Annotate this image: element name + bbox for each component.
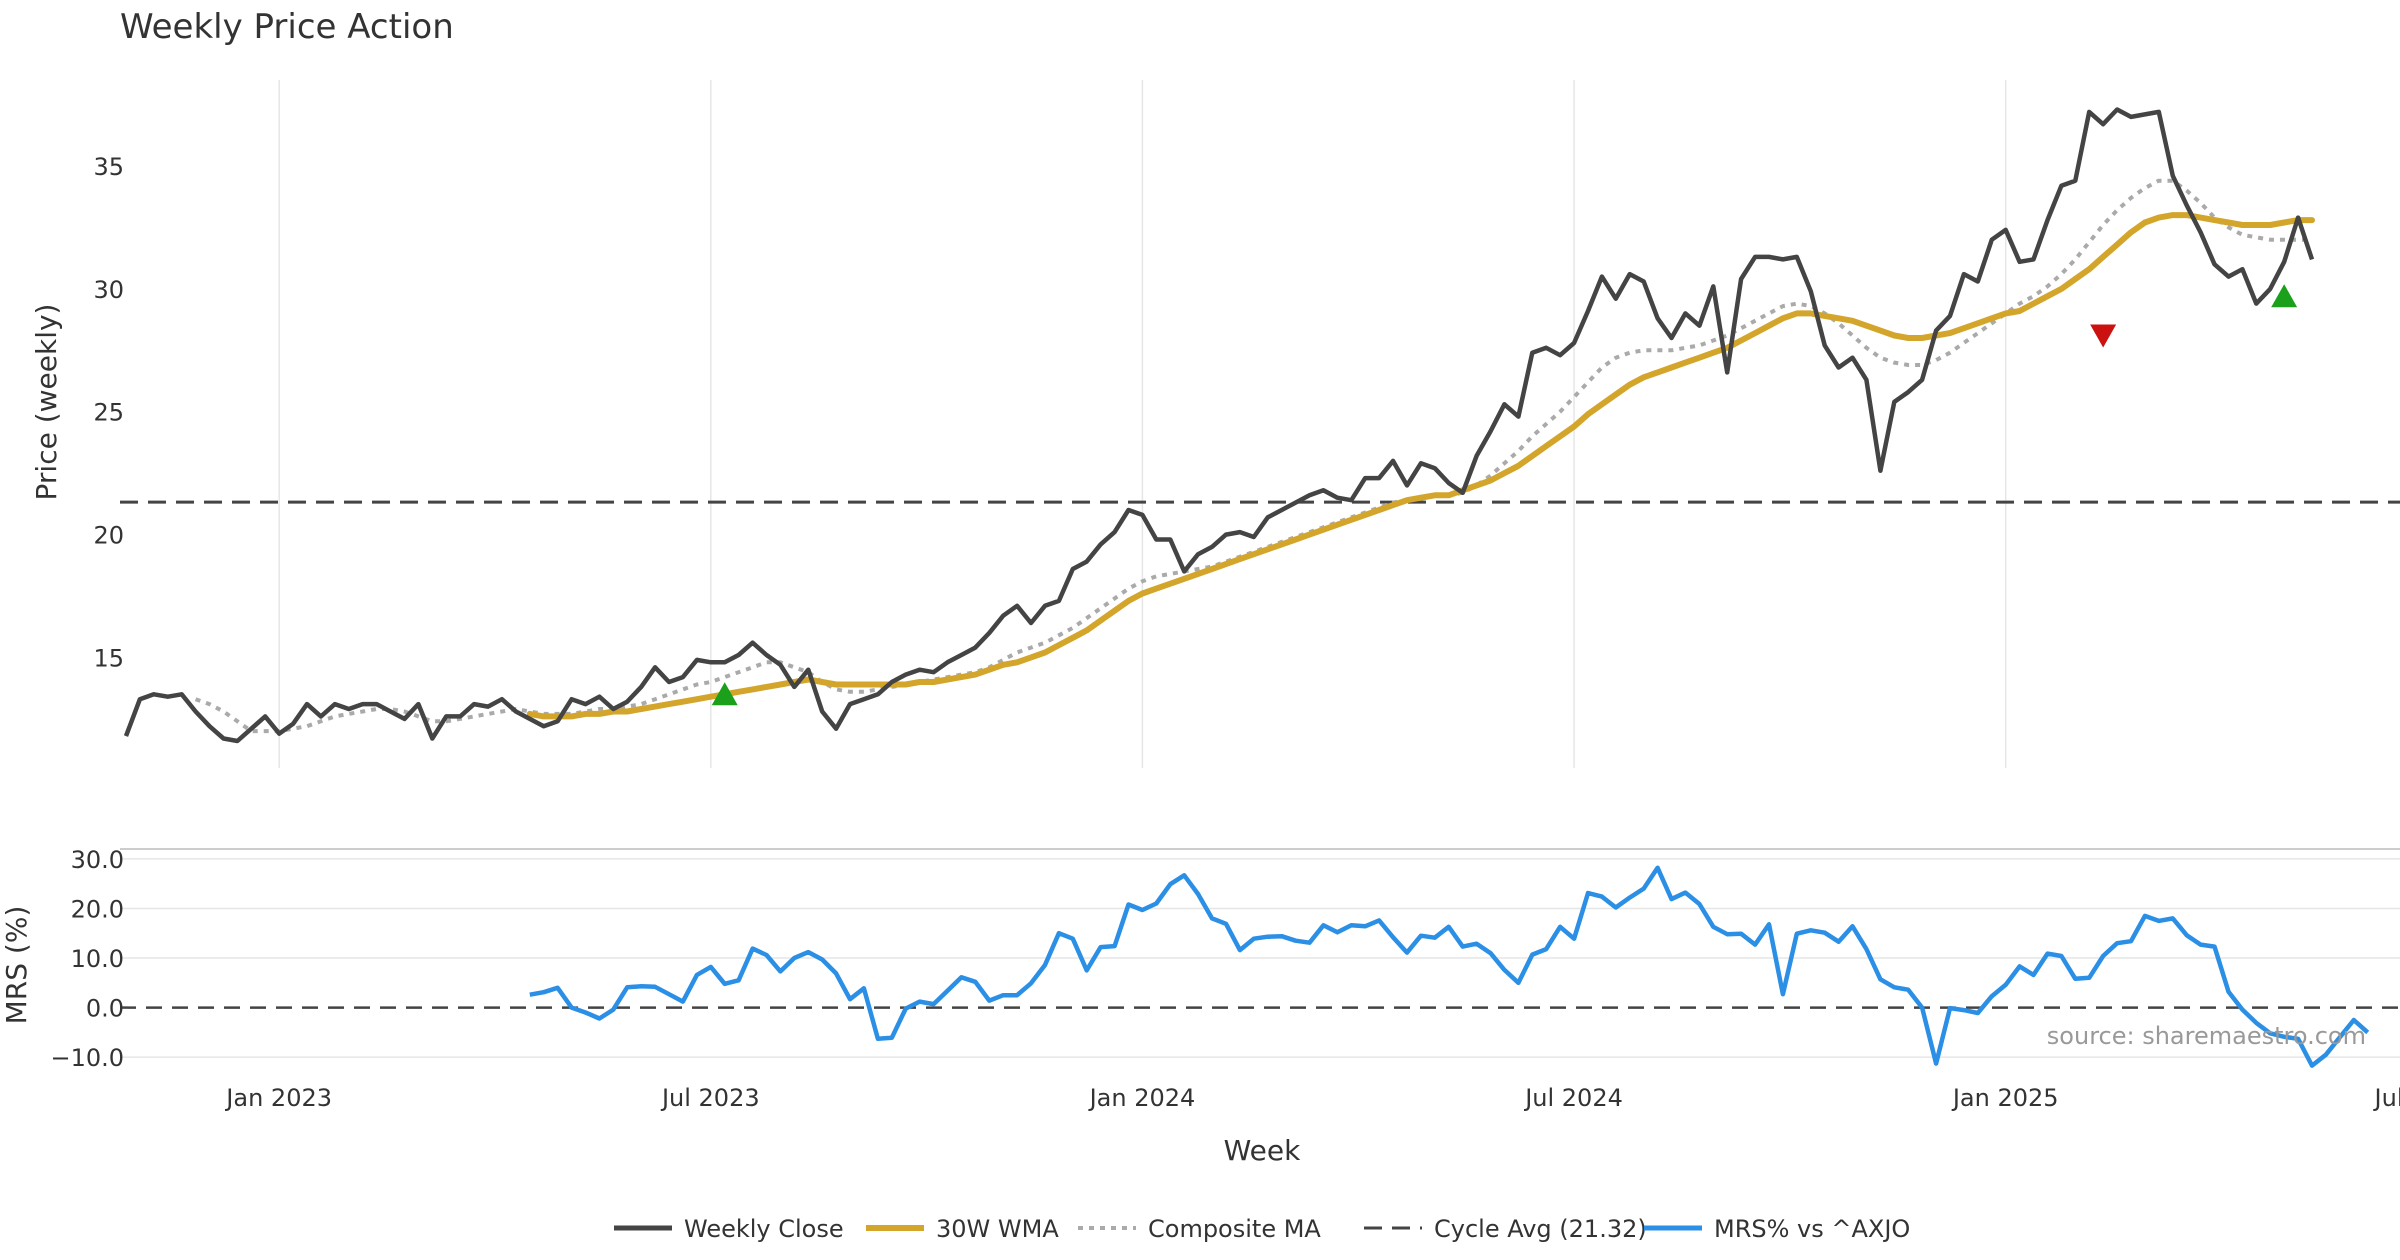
mrs-y-tick-label: −10.0 [50,1044,124,1072]
price-grid [278,80,2007,768]
composite-ma-line [194,178,2312,734]
price-y-tick-label: 25 [93,399,124,427]
price-y-tick-label: 30 [93,276,124,304]
mrs-grid [120,858,2400,1058]
legend-label: 30W WMA [936,1215,1059,1243]
legend-label: Weekly Close [684,1215,844,1243]
price-signals [711,284,2298,706]
price-series [120,107,2400,744]
mrs-series [529,865,2370,1068]
legend-label: Composite MA [1148,1215,1321,1243]
x-tick-label: Jan 2025 [1951,1084,2059,1112]
chart-title: Weekly Price Action [120,7,454,47]
buy-signal-marker [2271,284,2298,308]
price-y-ticks: 15 20 25 30 35 [93,153,124,672]
mrs-y-axis-label: MRS (%) [0,906,33,1025]
source-note: source: sharemaestro.com [2047,1022,2366,1050]
x-axis-ticks: Jan 2023 Jul 2023 Jan 2024 Jul 2024 Jan 2025… [224,1084,2400,1112]
price-y-tick-label: 20 [93,522,124,550]
x-tick-label: Jul 2025 [2373,1084,2400,1112]
mrs-y-tick-label: 20.0 [71,895,124,923]
x-tick-label: Jan 2024 [1088,1084,1196,1112]
mrs-line [529,865,2370,1068]
mrs-y-tick-label: 0.0 [86,995,124,1023]
x-axis-label: Week [1224,1134,1301,1167]
price-y-tick-label: 35 [93,153,124,181]
price-y-tick-label: 15 [93,644,124,672]
price-panel: 15 20 25 30 35 Price (weekly) [30,80,2400,768]
mrs-y-tick-label: 10.0 [71,945,124,973]
mrs-y-tick-label: 30.0 [71,846,124,874]
mrs-y-ticks: 30.0 20.0 10.0 0.0 −10.0 [50,846,124,1072]
sell-signal-marker [2090,324,2117,348]
x-tick-label: Jul 2023 [660,1084,760,1112]
wma30-line [526,212,2315,720]
legend-label: Cycle Avg (21.32) [1434,1215,1647,1243]
weekly-close-line [123,107,2315,744]
legend: Weekly Close 30W WMA Composite MA Cycle Avg… [614,1215,1910,1243]
price-y-axis-label: Price (weekly) [30,304,63,501]
x-tick-label: Jan 2023 [224,1084,332,1112]
x-tick-label: Jul 2024 [1523,1084,1623,1112]
buy-signal-marker [711,682,738,706]
mrs-panel: 30.0 20.0 10.0 0.0 −10.0 MRS (%) source: sha… [0,846,2400,1072]
legend-label: MRS% vs ^AXJO [1714,1215,1910,1243]
